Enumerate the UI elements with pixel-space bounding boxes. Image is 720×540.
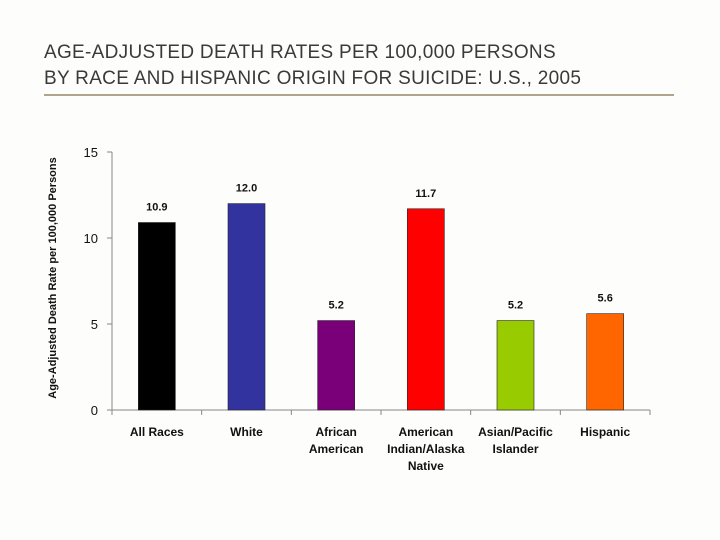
- category-label: Hispanic: [580, 425, 630, 439]
- chart-axes: 0 5 10 15 Age-Adjusted Death Rate per 100,00…: [47, 145, 651, 418]
- y-tick-label: 0: [91, 403, 98, 418]
- category-label: Asian/Pacific Islander: [478, 425, 553, 456]
- bar: [317, 320, 355, 411]
- y-tick-label: 5: [91, 317, 98, 332]
- value-label: 5.6: [598, 293, 613, 305]
- chart-bars: [138, 203, 624, 411]
- value-label: 5.2: [329, 300, 344, 312]
- category-label: All Races: [130, 425, 184, 439]
- bar: [407, 208, 445, 411]
- chart-title-line-2: BY RACE AND HISPANIC ORIGIN FOR SUICIDE:…: [44, 68, 582, 89]
- bar: [227, 203, 266, 411]
- title-divider: [44, 94, 674, 96]
- y-axis-title: Age-Adjusted Death Rate per 100,000 Pers…: [47, 157, 59, 398]
- bar: [496, 320, 535, 411]
- category-label: African American: [309, 425, 364, 456]
- category-label: White: [230, 425, 263, 439]
- value-label: 5.2: [508, 300, 523, 312]
- value-label: 10.9: [146, 202, 167, 214]
- bar: [138, 222, 176, 411]
- chart-title: AGE-ADJUSTED DEATH RATES PER 100,000 PER…: [44, 40, 684, 92]
- category-label: American Indian/Alaska Native: [387, 425, 465, 473]
- chart-labels: 10.9 All Races 12.0 White 5.2 African American…: [130, 183, 631, 473]
- y-tick-label: 10: [84, 231, 98, 246]
- value-label: 12.0: [236, 183, 257, 195]
- value-label: 11.7: [415, 188, 436, 200]
- bar: [586, 313, 624, 411]
- chart-title-line-1: AGE-ADJUSTED DEATH RATES PER 100,000 PER…: [44, 42, 556, 63]
- y-tick-label: 15: [84, 145, 98, 160]
